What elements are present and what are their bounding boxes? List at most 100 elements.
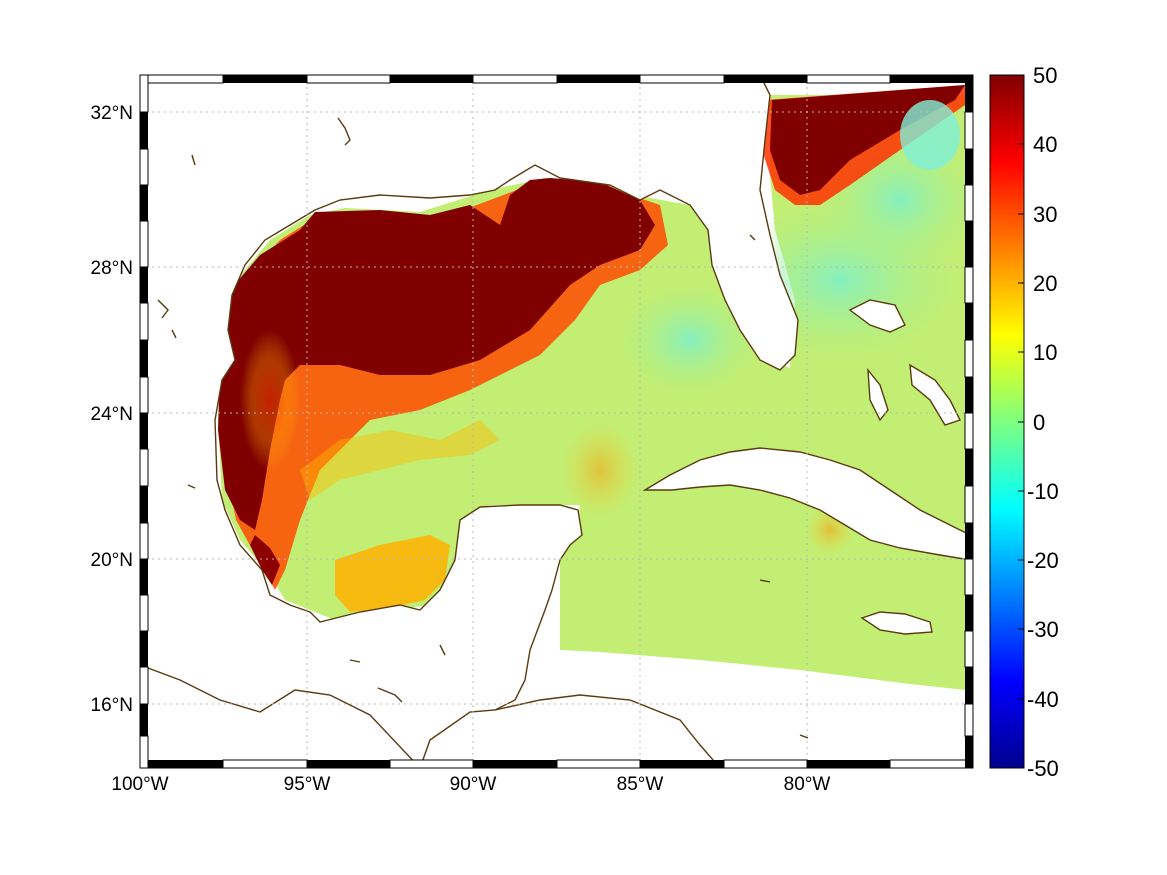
frame-segment [964,630,974,668]
colorbar-label: 30 [1033,202,1057,227]
frame-segment [139,220,149,268]
colorbar-label: 10 [1033,340,1057,365]
frame-segment [965,377,973,413]
frame-segment [222,759,308,769]
colorbar: 50 40 30 20 10 0 -10 -20 -30 -40 -50 [989,63,1059,781]
frame-segment [473,760,557,768]
frame-segment [472,74,558,84]
coast-bahamas [909,363,961,426]
field-warm-patch [560,420,640,520]
frame-segment [140,112,148,149]
frame-segment [640,760,724,768]
x-tick-label: 100°W [111,774,168,795]
frame-segment [890,75,973,83]
frame-segment [306,74,391,84]
colorbar-label: -20 [1027,548,1059,573]
frame-segment [140,486,148,523]
frame-segment [139,302,149,341]
frame-segment [140,413,148,449]
y-tick-label: 16°N [91,695,133,716]
frame-segment [724,75,807,83]
coast-honduras [494,694,721,768]
frame-segment [307,760,390,768]
field-warm-streak [240,330,300,470]
field-high-region [218,178,655,530]
y-tick-labels: 32°N 28°N 24°N 20°N 16°N [91,103,133,716]
frame-segment [140,185,148,221]
frame-segment [140,340,148,377]
island-fragment [799,734,809,739]
island-fragment [187,484,196,489]
map-grid [140,75,973,768]
map-frame [139,74,974,769]
y-tick-label: 20°N [91,550,133,571]
frame-segment [965,523,973,559]
island-fragment [191,154,196,166]
colorbar-label: -40 [1027,687,1059,712]
coast-central-america [140,664,421,768]
x-tick-label: 85°W [617,774,664,795]
frame-segment [139,148,149,186]
frame-segment [556,759,641,769]
frame-segment [139,376,149,414]
y-tick-label: 24°N [91,404,133,425]
frame-segment [964,339,974,378]
frame-segment [140,559,148,595]
island-fragment [157,299,169,319]
frame-outline [139,74,974,769]
frame-segment [139,666,149,705]
frame-segment [140,760,223,768]
island-fragment [377,687,403,703]
frame-segment [964,558,974,596]
frame-segment [964,703,974,737]
frame-segment [139,735,149,769]
frame-segment [807,760,890,768]
frame-segment [390,75,473,83]
frame-segment [964,412,974,450]
frame-segment [965,449,973,486]
x-tick-label: 95°W [284,774,331,795]
frame-segment [964,184,974,222]
y-tick-label: 32°N [91,103,133,124]
colorbar-ticks [1018,143,1024,700]
x-tick-labels: 100°W 95°W 90°W 85°W 80°W [111,774,830,795]
frame-segment [139,522,149,560]
island-fragment [759,579,771,583]
island-fragment [337,117,351,146]
frame-segment [965,667,973,704]
field-orange-halo [300,420,500,500]
coast-jamaica [860,611,933,635]
frame-segment [223,75,307,83]
frame-segment [140,631,148,667]
island-fragment [439,644,446,656]
data-field [218,85,973,690]
colorbar-labels: 50 40 30 20 10 0 -10 -20 -30 -40 -50 [1027,63,1059,781]
field-campeche-orange [335,535,450,612]
frame-segment [139,594,149,632]
colorbar-label: -30 [1027,617,1059,642]
coastlines [140,75,971,768]
frame-segment [965,149,973,185]
colorbar-label: -10 [1027,479,1059,504]
x-tick-label: 80°W [784,774,831,795]
island-fragment [349,659,361,663]
frame-segment [964,111,974,150]
colorbar-label: 0 [1033,410,1045,435]
field-cool-patch [620,285,760,395]
frame-segment [139,74,149,113]
frame-segment [139,448,149,487]
frame-segment [964,485,974,524]
frame-segment [557,75,640,83]
frame-segment [964,266,974,304]
field-atlantic-cool [900,100,960,170]
field-high-south [250,535,280,585]
frame-segment [965,595,973,631]
colorbar-label: -50 [1027,756,1059,781]
frame-segment [389,759,474,769]
frame-segment [140,704,148,736]
frame-segment [965,221,973,267]
frame-segment [965,75,973,112]
colorbar-label: 40 [1033,132,1057,157]
frame-segment [723,759,808,769]
